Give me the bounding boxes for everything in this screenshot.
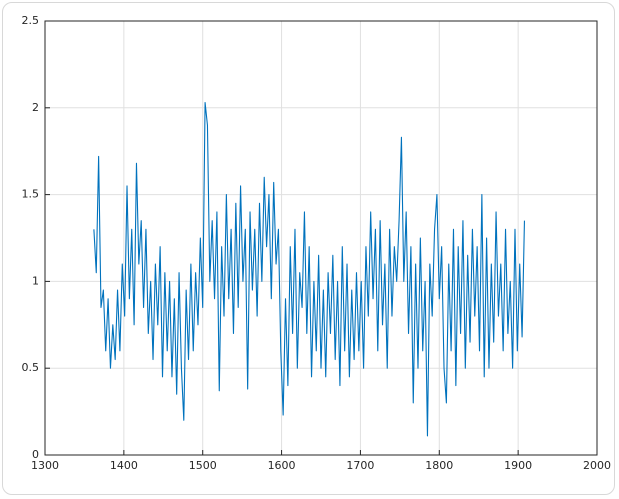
x-tick-label: 1600 [268, 459, 296, 472]
data-line [93, 102, 525, 437]
x-tick-label: 1800 [425, 459, 453, 472]
frame [2, 2, 615, 495]
x-tick-label: 1500 [189, 459, 217, 472]
plot-frame [44, 20, 598, 456]
y-tick-label: 1 [32, 274, 39, 287]
y-tick-label: 2.5 [22, 14, 40, 27]
y-tick-label: 1.5 [22, 188, 40, 201]
x-tick-label: 1900 [504, 459, 532, 472]
x-tick-label: 2000 [583, 459, 611, 472]
x-tick-label: 1700 [346, 459, 374, 472]
x-tick-label: 1300 [31, 459, 59, 472]
y-tick-label: 0.5 [22, 361, 40, 374]
x-tick-label: 1400 [110, 459, 138, 472]
y-tick-label: 0 [32, 448, 39, 461]
y-tick-label: 2 [32, 101, 39, 114]
